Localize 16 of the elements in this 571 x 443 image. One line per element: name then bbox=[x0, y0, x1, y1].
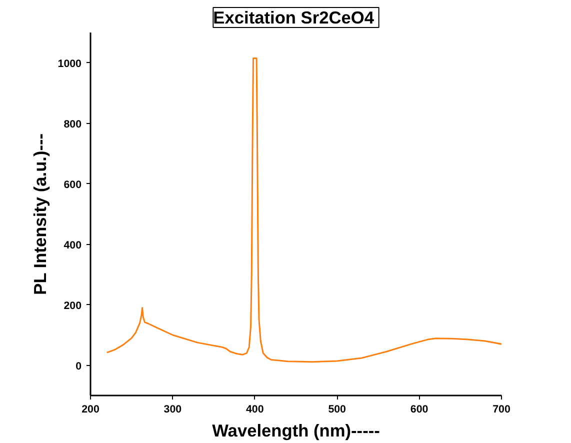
x-axis-title: Wavelength (nm)----- bbox=[212, 420, 380, 440]
x-tick-label: 700 bbox=[492, 404, 510, 416]
x-tick-label: 400 bbox=[246, 404, 264, 416]
x-tick-label: 300 bbox=[164, 404, 182, 416]
x-tick-label: 500 bbox=[328, 404, 346, 416]
chart-title: Excitation Sr2CeO4 bbox=[213, 8, 374, 28]
y-tick-label: 0 bbox=[76, 360, 82, 372]
y-axis-title: PL Intensity (a.u.)--- bbox=[30, 133, 50, 295]
y-tick-label: 1000 bbox=[58, 58, 82, 70]
y-tick-label: 200 bbox=[64, 300, 82, 312]
line-series bbox=[106, 57, 502, 363]
x-tick-label: 200 bbox=[82, 404, 100, 416]
x-tick-label: 600 bbox=[410, 404, 428, 416]
y-tick-label: 600 bbox=[64, 178, 82, 191]
y-tick-label: 400 bbox=[64, 239, 82, 252]
y-tick-label: 800 bbox=[64, 118, 82, 130]
